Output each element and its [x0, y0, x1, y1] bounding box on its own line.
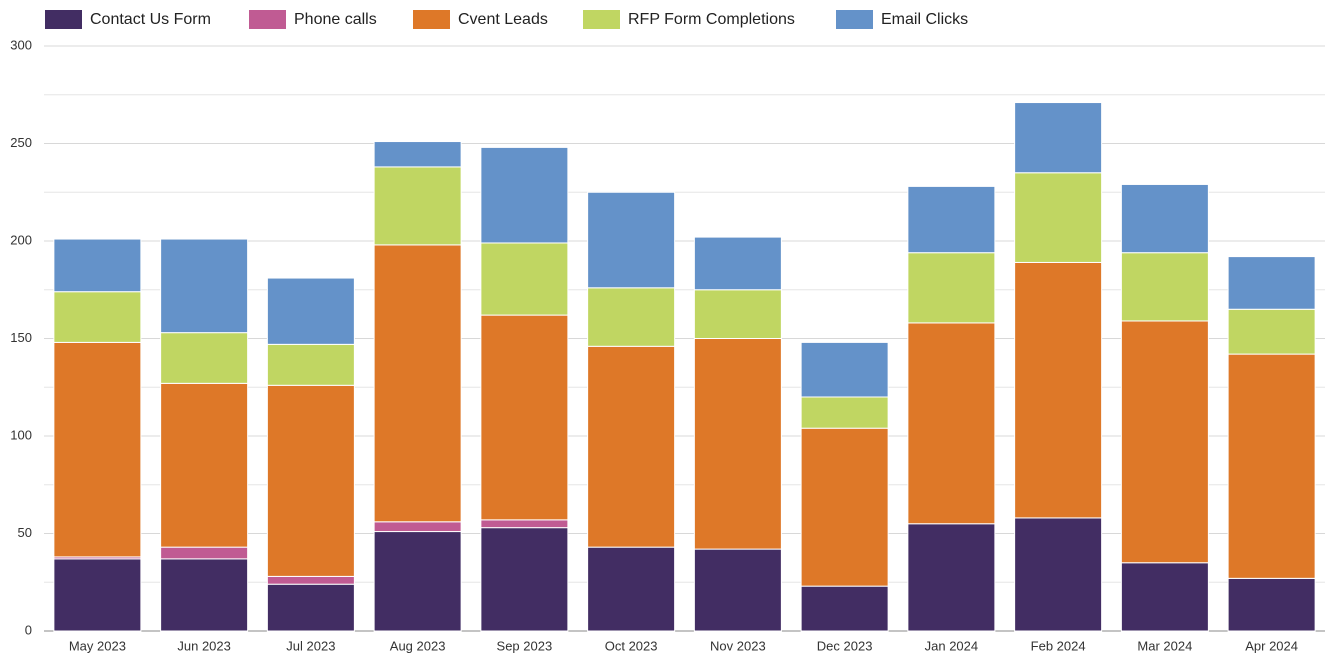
bar-segment — [907, 322, 996, 525]
bar-segment — [587, 287, 676, 347]
legend-swatch — [249, 10, 286, 29]
bar-segment — [266, 277, 355, 345]
x-tick-label: Jun 2023 — [177, 638, 231, 653]
bar-segment — [693, 548, 782, 632]
bar-segment — [373, 141, 462, 168]
bar-segment — [587, 191, 676, 289]
y-tick-label: 300 — [10, 37, 32, 52]
bar-segment — [266, 575, 355, 585]
legend-swatch — [583, 10, 620, 29]
bar-segment — [266, 583, 355, 632]
x-tick-label: Feb 2024 — [1031, 638, 1086, 653]
bar-segment — [53, 291, 142, 343]
bar-segment — [1014, 517, 1103, 632]
bar-segment — [160, 332, 249, 384]
bar-segment — [373, 244, 462, 523]
y-tick-label: 50 — [18, 525, 32, 540]
y-tick-label: 100 — [10, 427, 32, 442]
bar-segment — [373, 531, 462, 632]
bar-segment — [907, 185, 996, 254]
y-tick-label: 0 — [25, 622, 32, 637]
bar-segment — [480, 146, 569, 244]
legend-swatch — [413, 10, 450, 29]
legend-label: Contact Us Form — [90, 11, 211, 28]
bar-segment — [907, 523, 996, 632]
x-tick-label: May 2023 — [69, 638, 126, 653]
y-tick-label: 200 — [10, 232, 32, 247]
bar-segment — [480, 242, 569, 316]
bar-segment — [53, 558, 142, 632]
legend-swatch — [45, 10, 82, 29]
y-tick-label: 250 — [10, 135, 32, 150]
bar-segment — [480, 519, 569, 529]
bar-segment — [53, 238, 142, 293]
x-tick-label: Aug 2023 — [390, 638, 446, 653]
x-tick-label: Nov 2023 — [710, 638, 766, 653]
bar-segment — [587, 546, 676, 632]
bar-segment — [693, 236, 782, 291]
bar-segment — [1120, 320, 1209, 564]
x-tick-label: Apr 2024 — [1245, 638, 1298, 653]
x-tick-label: Sep 2023 — [497, 638, 553, 653]
bar-segment — [373, 521, 462, 533]
legend-label: RFP Form Completions — [628, 11, 795, 28]
bar-segment — [266, 384, 355, 577]
x-tick-label: Jul 2023 — [286, 638, 335, 653]
bar-segment — [1120, 183, 1209, 254]
bar-segment — [1120, 562, 1209, 632]
bar-segment — [1014, 102, 1103, 174]
bar-segment — [160, 558, 249, 632]
bar-segment — [800, 341, 889, 398]
x-tick-label: Jan 2024 — [925, 638, 979, 653]
bar-segment — [160, 382, 249, 548]
bar-segment — [1014, 172, 1103, 263]
bar-segment — [1227, 577, 1316, 632]
bar-segment — [480, 527, 569, 632]
bar-segment — [587, 345, 676, 548]
bar-segment — [1227, 256, 1316, 310]
bar-segment — [266, 343, 355, 386]
bar-segment — [693, 338, 782, 550]
bar-segment — [800, 427, 889, 587]
bar-segment — [907, 252, 996, 324]
bar-segment — [1014, 261, 1103, 519]
bar-segment — [160, 546, 249, 560]
bar-segment — [1227, 353, 1316, 579]
legend-label: Cvent Leads — [458, 11, 548, 28]
bar-segment — [480, 314, 569, 521]
legend-label: Phone calls — [294, 11, 377, 28]
bar-segment — [160, 238, 249, 334]
bar-segment — [53, 341, 142, 558]
legend-swatch — [836, 10, 873, 29]
legend-label: Email Clicks — [881, 11, 968, 28]
bar-segment — [373, 166, 462, 246]
bar-segment — [800, 585, 889, 632]
bar-segment — [1120, 252, 1209, 322]
x-tick-label: Mar 2024 — [1137, 638, 1192, 653]
bar-segment — [1227, 308, 1316, 355]
x-tick-label: Dec 2023 — [817, 638, 873, 653]
bar-segment — [800, 396, 889, 429]
x-tick-label: Oct 2023 — [605, 638, 658, 653]
y-tick-label: 150 — [10, 330, 32, 345]
bar-segment — [693, 289, 782, 339]
